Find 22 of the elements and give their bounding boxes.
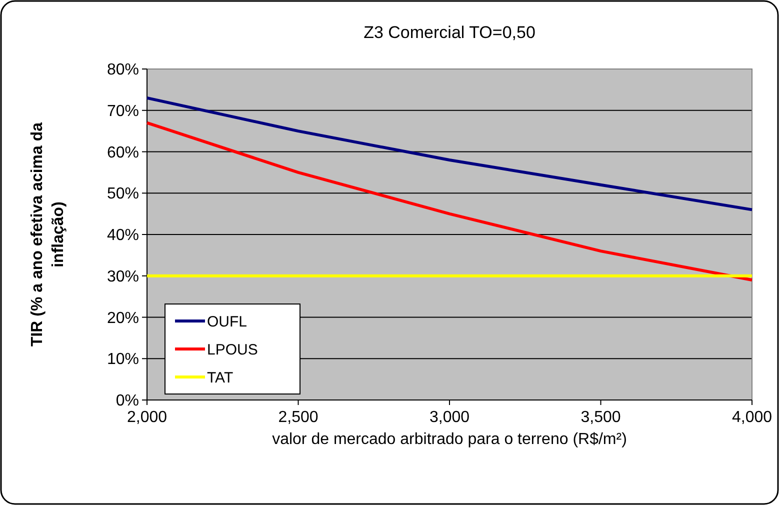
chart-title: Z3 Comercial TO=0,50 [364,23,536,42]
legend-label: TAT [207,369,234,386]
x-tick-label: 3,500 [580,409,621,426]
x-axis-title: valor de mercado arbitrado para o terreno (R$/m²) [272,431,627,448]
x-tick-label: 2,000 [126,409,168,426]
line-series [146,96,754,212]
y-tick-label: 30% [106,268,139,286]
y-tick-label: 80% [106,62,139,79]
y-tick-label: 20% [106,310,139,327]
line-series [146,121,754,282]
y-tick-label: 0% [116,392,139,410]
y-axis-title: TIR (% a ano efetiva acima da inflação) [29,122,67,347]
legend-label: LPOUS [207,341,258,358]
y-tick-label: 40% [106,227,139,244]
y-tick-label: 50% [106,186,139,203]
x-tick-label: 4,000 [732,409,772,426]
x-tick-label: 2,500 [278,409,318,426]
x-tick-label: 3,000 [429,409,470,426]
y-tick-label: 60% [106,144,139,162]
y-tick-label: 10% [106,351,139,368]
y-tick-label: 70% [106,102,139,120]
legend-label: OUFL [207,313,248,330]
